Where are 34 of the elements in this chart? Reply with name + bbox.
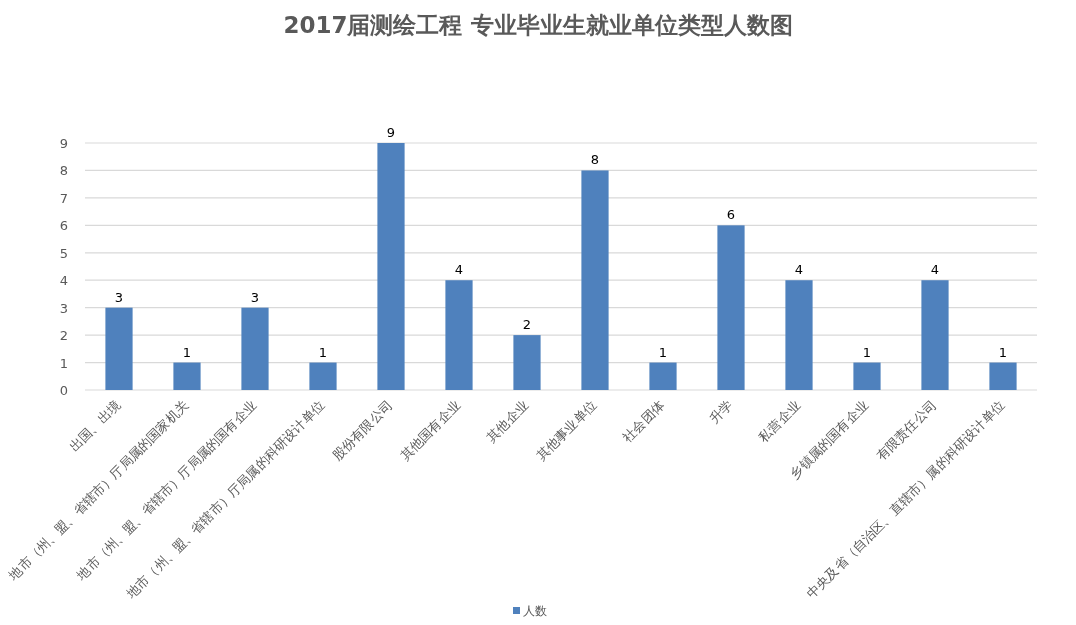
- data-label: 4: [930, 262, 940, 278]
- xtick: 升学: [706, 397, 736, 427]
- data-label: 1: [998, 344, 1008, 360]
- data-label: 1: [658, 344, 668, 360]
- data-label: 9: [386, 125, 396, 140]
- ytick: 9: [59, 136, 68, 151]
- ytick: 5: [59, 245, 68, 261]
- ytick: 7: [59, 190, 68, 206]
- xtick: 其他企业: [483, 397, 532, 445]
- xtick: 股份有限公司: [329, 397, 396, 464]
- ytick: 1: [59, 355, 68, 371]
- ytick: 2: [59, 328, 68, 344]
- data-label: 3: [250, 289, 260, 305]
- title: 2017届测绘工程 专业毕业生就业单位类型人数图: [283, 12, 793, 38]
- ytick: 4: [59, 273, 68, 289]
- data-label: 2: [522, 317, 532, 333]
- xtick: 其他国有企业: [397, 397, 464, 464]
- data-label: 8: [590, 152, 600, 168]
- data-label: 4: [794, 262, 804, 278]
- xtick: 私营企业: [755, 397, 804, 445]
- ytick: 0: [59, 383, 68, 398]
- xtick: 出国、出境: [66, 397, 124, 455]
- data-label: 3: [114, 289, 124, 305]
- ytick: 6: [59, 218, 68, 234]
- xtick: 其他事业单位: [533, 397, 600, 464]
- data-label: 6: [726, 207, 736, 223]
- ytick: 8: [59, 163, 68, 179]
- ytick: 3: [59, 300, 68, 316]
- xtick: 社会团体: [619, 397, 668, 445]
- data-label: 1: [862, 344, 872, 360]
- data-label: 1: [182, 344, 192, 360]
- data-label: 1: [318, 344, 328, 360]
- legend-text: 人数: [523, 604, 547, 618]
- data-label: 4: [454, 262, 464, 278]
